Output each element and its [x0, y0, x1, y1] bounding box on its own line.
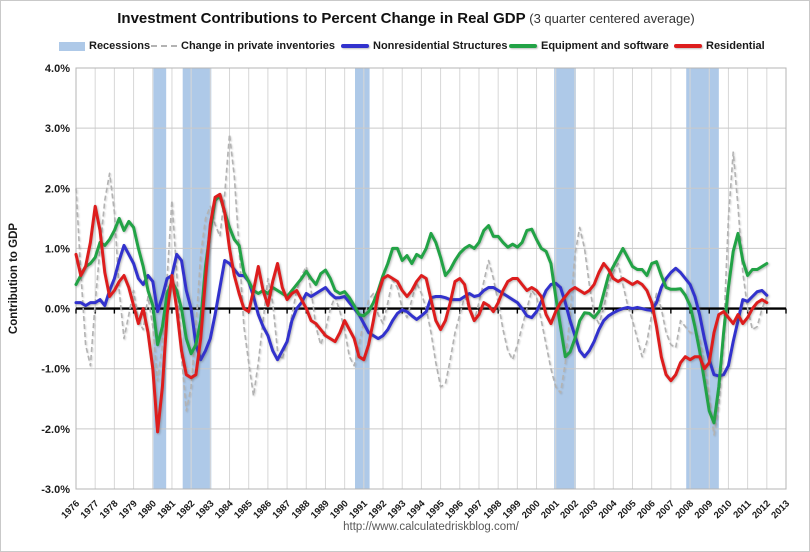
series-line-nonresidential-structures: [74, 243, 769, 378]
legend-label-equipment: Equipment and software: [541, 40, 669, 52]
x-axis-tick-label: 2003: [578, 498, 601, 521]
y-axis-tick-label: -1.0%: [41, 364, 70, 376]
x-axis-tick-label: 1982: [175, 498, 198, 521]
legend-item-nonresidential: Nonresidential Structures: [341, 39, 507, 53]
residential-line-swatch: [674, 44, 702, 48]
inventories-line-swatch: [151, 45, 177, 47]
x-axis-tick-label: 2009: [693, 498, 716, 521]
x-axis-tick-label: 2011: [731, 498, 754, 521]
x-axis-tick-label: 2001: [539, 498, 562, 521]
chart-title: Investment Contributions to Percent Chan…: [1, 10, 809, 27]
recession-band-swatch: [59, 41, 85, 51]
x-axis-tick-label: 1978: [98, 498, 121, 521]
x-axis-tick-label: 1985: [232, 498, 255, 521]
legend-item-residential: Residential: [674, 39, 765, 53]
x-axis-tick-label: 1977: [79, 498, 102, 521]
x-axis-tick-label: 1995: [424, 498, 447, 521]
recession-band: [686, 68, 719, 489]
y-axis-tick-label: -2.0%: [41, 424, 70, 436]
x-axis-tick-label: 2005: [616, 498, 639, 521]
x-axis-tick-label: 2008: [673, 498, 696, 521]
x-axis-tick-label: 2004: [597, 498, 620, 521]
x-axis-tick-label: 2000: [520, 498, 543, 521]
x-axis-tick-label: 2013: [769, 498, 792, 521]
x-axis-tick-label: 1989: [309, 498, 332, 521]
y-axis-tick-label: 0.0%: [45, 304, 70, 316]
x-axis-tick-label: 1997: [462, 498, 485, 521]
x-axis-tick-label: 1984: [213, 498, 236, 521]
x-axis-tick-label: 1998: [482, 498, 505, 521]
x-axis-tick-label: 1988: [290, 498, 313, 521]
recession-band: [554, 68, 576, 489]
x-axis-tick-label: 1976: [59, 498, 82, 521]
x-axis-tick-label: 1994: [405, 498, 428, 521]
x-axis-tick-label: 1979: [117, 498, 140, 521]
legend-label-residential: Residential: [706, 40, 765, 52]
x-axis-tick-label: 1996: [443, 498, 466, 521]
series-line-change-in-private-inventories: [75, 133, 768, 436]
x-axis-tick-label: 1992: [366, 498, 389, 521]
y-axis-tick-label: -3.0%: [41, 484, 70, 496]
x-axis-tick-label: 1987: [270, 498, 293, 521]
x-axis-tick-label: 2007: [654, 498, 677, 521]
recession-band: [153, 68, 167, 489]
y-axis-title: Contribution to GDP: [8, 223, 20, 334]
recession-band: [355, 68, 370, 489]
legend-item-inventories: Change in private inventories: [151, 39, 335, 53]
legend-label-nonresidential: Nonresidential Structures: [373, 40, 508, 52]
x-axis-tick-label: 2010: [712, 498, 735, 521]
y-axis-tick-label: 2.0%: [45, 183, 70, 195]
chart-title-main: Investment Contributions to Percent Chan…: [117, 10, 526, 27]
x-axis-tick-label: 1993: [386, 498, 409, 521]
series-line-equipment-and-software: [74, 194, 769, 425]
legend-label-inventories: Change in private inventories: [181, 40, 336, 52]
y-axis-tick-label: 1.0%: [45, 243, 70, 255]
source-url: http://www.calculatedriskblog.com/: [343, 521, 519, 533]
x-axis-tick-label: 1990: [328, 498, 351, 521]
x-axis-tick-label: 1980: [136, 498, 159, 521]
x-axis-tick-label: 1999: [501, 498, 524, 521]
equipment-line-swatch: [509, 44, 537, 48]
x-axis-tick-label: 1981: [155, 498, 178, 521]
x-axis-tick-label: 2012: [750, 498, 773, 521]
y-axis-tick-label: 3.0%: [45, 123, 70, 135]
legend-item-recessions: Recessions: [59, 39, 150, 53]
plot-border: [75, 67, 787, 490]
x-axis-tick-label: 2006: [635, 498, 658, 521]
legend-label-recessions: Recessions: [89, 40, 151, 52]
x-axis-tick-label: 1991: [347, 498, 370, 521]
x-axis-tick-label: 2002: [558, 498, 581, 521]
x-axis-tick-label: 1986: [251, 498, 274, 521]
nonresidential-line-swatch: [341, 44, 369, 48]
x-axis-tick-label: 1983: [194, 498, 217, 521]
y-axis-tick-label: 4.0%: [45, 63, 70, 75]
chart-title-sub: (3 quarter centered average): [525, 11, 695, 26]
legend-item-equipment: Equipment and software: [509, 39, 669, 53]
series-line-residential: [74, 192, 769, 434]
